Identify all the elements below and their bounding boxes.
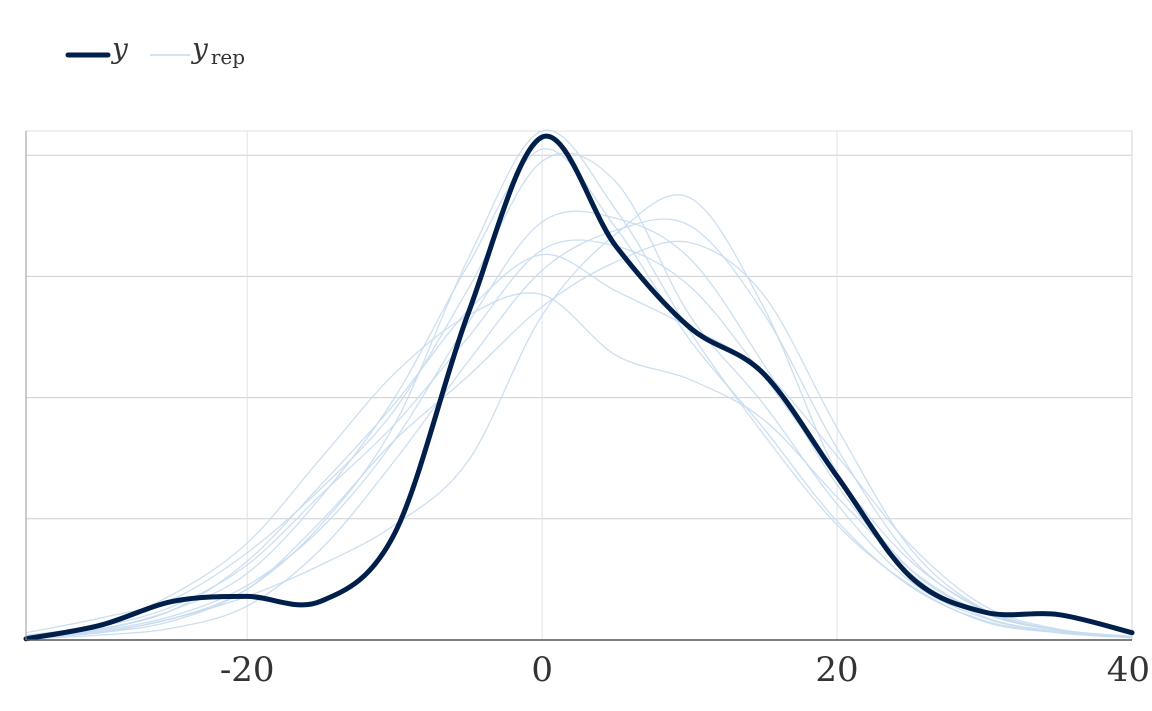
yrep-line-3 bbox=[25, 210, 1133, 639]
yrep-line-8 bbox=[25, 194, 1133, 639]
y-line bbox=[23, 133, 1135, 642]
legend-yrep-label: y rep bbox=[190, 32, 245, 69]
yrep-line-4 bbox=[25, 218, 1133, 640]
yrep-line-0 bbox=[25, 129, 1133, 639]
yrep-line-1 bbox=[25, 148, 1133, 639]
legend: y y rep bbox=[65, 32, 245, 69]
yrep-line-6 bbox=[25, 239, 1133, 639]
x-tick-label-2: 20 bbox=[815, 650, 858, 690]
yrep-line-5 bbox=[25, 240, 1133, 639]
x-tick-labels: -20 0 20 40 bbox=[220, 650, 1150, 690]
x-tick-label-1: 0 bbox=[531, 650, 553, 690]
yrep-line-2 bbox=[25, 292, 1133, 638]
legend-yrep-main: y bbox=[190, 32, 209, 65]
x-tick-label-3: 40 bbox=[1107, 650, 1150, 690]
legend-yrep-subscript: rep bbox=[211, 45, 245, 69]
y-series-group bbox=[23, 133, 1135, 642]
legend-y-label: y bbox=[110, 32, 129, 65]
yrep-line-9 bbox=[25, 253, 1133, 638]
x-tick-label-0: -20 bbox=[220, 650, 275, 690]
yrep-series-group bbox=[25, 129, 1133, 640]
yrep-line-7 bbox=[25, 152, 1133, 639]
axes bbox=[25, 131, 1132, 641]
gridlines bbox=[26, 130, 1133, 640]
